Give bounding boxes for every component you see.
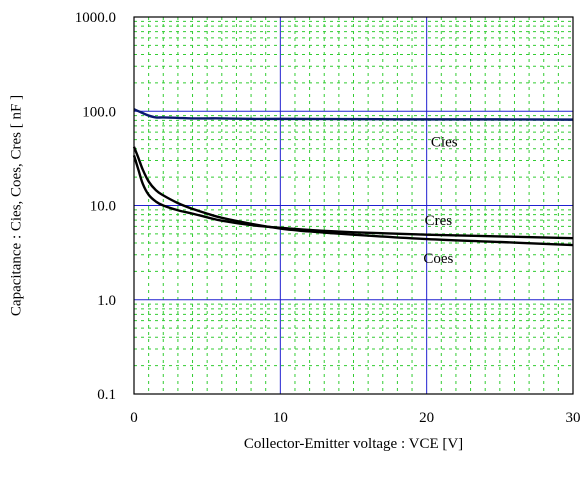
x-tick-labels: 0 10 20 30: [130, 410, 580, 426]
series-label-cres: Cres: [425, 213, 453, 229]
major-grid: [134, 17, 573, 394]
series-line-cies: [133, 108, 574, 121]
x-axis-label: Collector-Emitter voltage : VCE [V]: [244, 436, 463, 452]
x-tick-label: 20: [419, 410, 434, 426]
minor-grid: [134, 17, 573, 394]
x-tick-label: 10: [273, 410, 288, 426]
series-line-coes: [132, 155, 574, 240]
series-label-coes: Coes: [423, 251, 453, 267]
series-labels: Cies Cres Coes: [423, 134, 457, 267]
y-tick-label: 1.0: [97, 293, 116, 309]
y-tick-label: 10.0: [90, 199, 116, 215]
series-layer: [132, 108, 574, 247]
y-axis-label: Capacitance : Cies, Coes, Cres [ nF ]: [8, 95, 24, 316]
y-tick-label: 100.0: [82, 104, 116, 120]
series-label-cies: Cies: [431, 134, 458, 150]
y-tick-labels: 0.1 1.0 10.0 100.0 1000.0: [75, 10, 116, 403]
plot-frame: [133, 16, 574, 395]
x-tick-label: 0: [130, 410, 138, 426]
series-line-cres: [132, 146, 574, 247]
y-tick-label: 1000.0: [75, 10, 116, 26]
x-tick-label: 30: [566, 410, 581, 426]
y-tick-label: 0.1: [97, 387, 116, 403]
